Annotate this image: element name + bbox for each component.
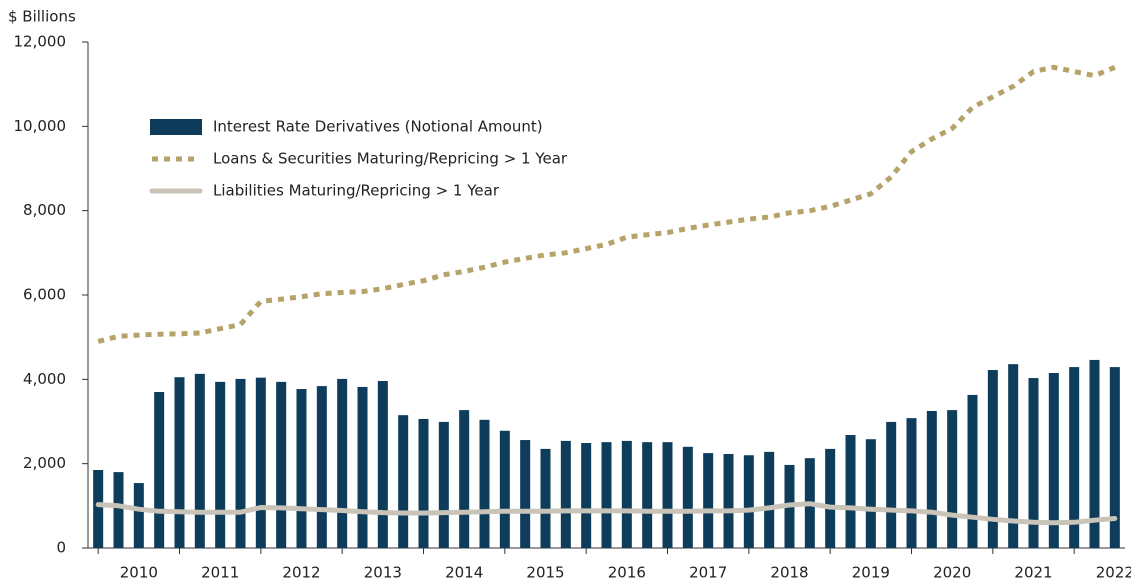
bar [418, 418, 429, 548]
bar [296, 389, 307, 548]
line [95, 501, 1118, 526]
bar [703, 453, 714, 548]
bar [194, 373, 205, 548]
bar [987, 370, 998, 548]
bar [967, 394, 978, 548]
bar [174, 377, 185, 548]
bar [764, 451, 775, 548]
bar [438, 421, 449, 548]
y-tick-label: 0 [56, 539, 66, 557]
line [97, 64, 1116, 344]
y-tick-label: 12,000 [14, 33, 67, 51]
bar [154, 391, 165, 548]
x-tick-label: 2022 [1096, 564, 1131, 582]
x-tick-label: 2016 [608, 564, 646, 582]
x-tick-label: 2018 [770, 564, 808, 582]
bar [499, 430, 510, 548]
bar [906, 418, 917, 548]
bar [642, 442, 653, 548]
legend-swatch [150, 119, 202, 135]
y-tick-label: 10,000 [14, 117, 67, 135]
x-tick-label: 2019 [852, 564, 890, 582]
y-tick-label: 6,000 [23, 286, 66, 304]
bar [113, 472, 124, 548]
bar [459, 410, 470, 548]
bar [601, 442, 612, 548]
bar [479, 419, 490, 548]
y-tick-label: 8,000 [23, 201, 66, 219]
x-tick-label: 2010 [120, 564, 158, 582]
bar [662, 442, 673, 548]
x-tick-label: 2021 [1014, 564, 1052, 582]
bar [1048, 373, 1059, 548]
bar [560, 440, 571, 548]
bar [540, 448, 551, 548]
bar [947, 410, 958, 548]
bar [1028, 378, 1039, 548]
legend-label: Liabilities Maturing/Repricing > 1 Year [213, 182, 500, 200]
y-tick-label: 2,000 [23, 454, 66, 472]
bar [581, 443, 592, 548]
bar [1069, 367, 1080, 548]
bar [825, 448, 836, 548]
y-tick-label: 4,000 [23, 370, 66, 388]
x-tick-label: 2014 [445, 564, 483, 582]
bar [377, 381, 388, 548]
x-tick-label: 2012 [282, 564, 320, 582]
bar [1109, 367, 1120, 548]
bar [357, 386, 368, 548]
legend-label: Interest Rate Derivatives (Notional Amou… [213, 118, 543, 136]
x-tick-label: 2015 [526, 564, 564, 582]
bar [255, 377, 266, 548]
bar [520, 440, 531, 548]
bar [316, 386, 327, 548]
bar [682, 446, 693, 548]
bar [337, 378, 348, 548]
bar [1008, 364, 1019, 548]
x-tick-label: 2013 [364, 564, 402, 582]
bar [276, 381, 287, 548]
bar [215, 381, 226, 548]
bar [845, 434, 856, 548]
bar [926, 410, 937, 548]
bar [1089, 359, 1100, 548]
bar [235, 378, 246, 548]
y-axis-label: $ Billions [8, 8, 76, 26]
legend-label: Loans & Securities Maturing/Repricing > … [213, 150, 568, 168]
bar [133, 483, 144, 548]
bar [865, 439, 876, 548]
x-tick-label: 2011 [201, 564, 239, 582]
bar [723, 453, 734, 548]
x-tick-label: 2020 [933, 564, 971, 582]
bar [93, 469, 104, 548]
bar [743, 455, 754, 548]
bar [398, 415, 409, 548]
bar [621, 440, 632, 548]
bar [886, 421, 897, 548]
x-tick-label: 2017 [689, 564, 727, 582]
